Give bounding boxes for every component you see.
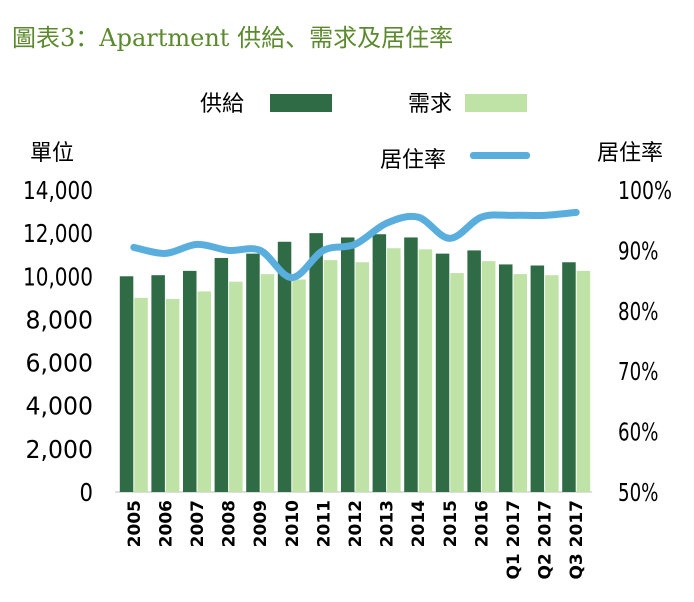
bar-supply [435, 253, 450, 492]
y-tick-left: 6,000 [26, 349, 94, 378]
bar-demand [513, 274, 527, 492]
occupancy-point [544, 214, 546, 216]
bar-supply [309, 233, 323, 492]
bar-demand [292, 279, 306, 492]
bar-demand [323, 260, 338, 492]
occupancy-point [449, 237, 451, 239]
bar-demand [450, 273, 464, 492]
x-tick: 2012 [346, 500, 366, 547]
occupancy-point [512, 214, 514, 216]
bar-supply [151, 275, 165, 492]
occupancy-point [480, 216, 482, 218]
y-axis-right-label: 居住率 [597, 141, 663, 166]
y-axis-left-label: 單位 [30, 141, 74, 166]
occupancy-point [386, 222, 388, 224]
occupancy-point [291, 277, 293, 279]
legend-supply-label: 供給 [200, 92, 244, 117]
bar-demand [481, 261, 496, 492]
y-axis-right-ticks: 50% 60% 70% 80% 90% 100% [618, 176, 672, 507]
bar-supply [277, 241, 292, 492]
bar-supply [246, 253, 260, 492]
bar-supply [562, 262, 576, 492]
x-tick: 2016 [472, 500, 492, 547]
bar-supply [404, 237, 418, 492]
occupancy-point [322, 249, 324, 251]
bar-supply [341, 237, 355, 492]
line-series [130, 208, 580, 282]
occupancy-point [196, 243, 198, 245]
legend-occupancy-swatch [470, 152, 530, 159]
y-tick-right: 60% [618, 418, 659, 447]
x-tick: 2014 [409, 500, 429, 547]
y-tick-left: 8,000 [26, 305, 94, 334]
x-tick: Q1 2017 [504, 500, 524, 580]
bar-demand [229, 281, 243, 492]
x-tick: 2008 [220, 500, 240, 547]
y-tick-left: 2,000 [26, 435, 94, 464]
bar-demand [576, 270, 591, 492]
occupancy-point [575, 211, 577, 213]
x-tick: 2011 [314, 500, 334, 547]
bar-supply [499, 264, 513, 492]
x-tick: 2006 [156, 500, 176, 547]
legend-demand-swatch [465, 94, 527, 112]
bar-demand [165, 298, 180, 492]
y-tick-left: 10,000 [23, 262, 93, 291]
y-axis-left-ticks: 0 2,000 4,000 6,000 8,000 10,000 12,000 14,000 [23, 176, 93, 507]
occupancy-point [133, 246, 135, 248]
y-tick-left: 4,000 [26, 392, 94, 421]
bar-demand [387, 248, 401, 492]
legend: 供給 需求 居住率 [200, 92, 530, 173]
bar-series [119, 233, 591, 492]
x-tick: 2013 [378, 500, 398, 547]
y-tick-left: 14,000 [23, 176, 93, 205]
bar-demand [545, 275, 559, 492]
y-tick-right: 100% [618, 176, 672, 205]
bar-demand [134, 297, 148, 492]
x-tick: Q3 2017 [567, 500, 587, 580]
chart-title: 圖表3：Apartment 供給、需求及居住率 [12, 24, 454, 52]
x-tick: 2007 [188, 500, 208, 547]
y-tick-right: 90% [618, 236, 659, 265]
y-tick-left: 0 [80, 478, 94, 507]
bar-supply [183, 270, 197, 492]
legend-occupancy-label: 居住率 [380, 148, 446, 173]
bar-demand [355, 262, 369, 492]
x-tick: 2010 [283, 500, 303, 547]
occupancy-point [354, 243, 356, 245]
occupancy-point [259, 249, 261, 251]
x-tick: 2009 [251, 500, 271, 547]
bar-demand [260, 274, 275, 492]
bar-supply [467, 250, 481, 492]
bar-supply [530, 265, 545, 492]
occupancy-point [228, 249, 230, 251]
bar-demand [418, 249, 433, 492]
y-tick-right: 70% [618, 357, 659, 386]
y-tick-right: 50% [618, 478, 659, 507]
y-tick-right: 80% [618, 297, 659, 326]
bar-supply [214, 257, 229, 492]
occupancy-point [417, 216, 419, 218]
bar-supply [372, 234, 387, 492]
y-tick-left: 12,000 [23, 219, 93, 248]
bar-demand [197, 291, 211, 492]
legend-supply-swatch [270, 94, 332, 112]
bar-supply [119, 276, 134, 492]
x-tick: Q2 2017 [536, 500, 556, 580]
legend-demand-label: 需求 [408, 92, 452, 117]
x-tick: 2005 [125, 500, 145, 547]
occupancy-point [164, 252, 166, 254]
x-axis-ticks: 2005 2006 2007 2008 2009 2010 2011 2012 2013 2014… [125, 500, 587, 580]
x-tick: 2015 [441, 500, 461, 547]
